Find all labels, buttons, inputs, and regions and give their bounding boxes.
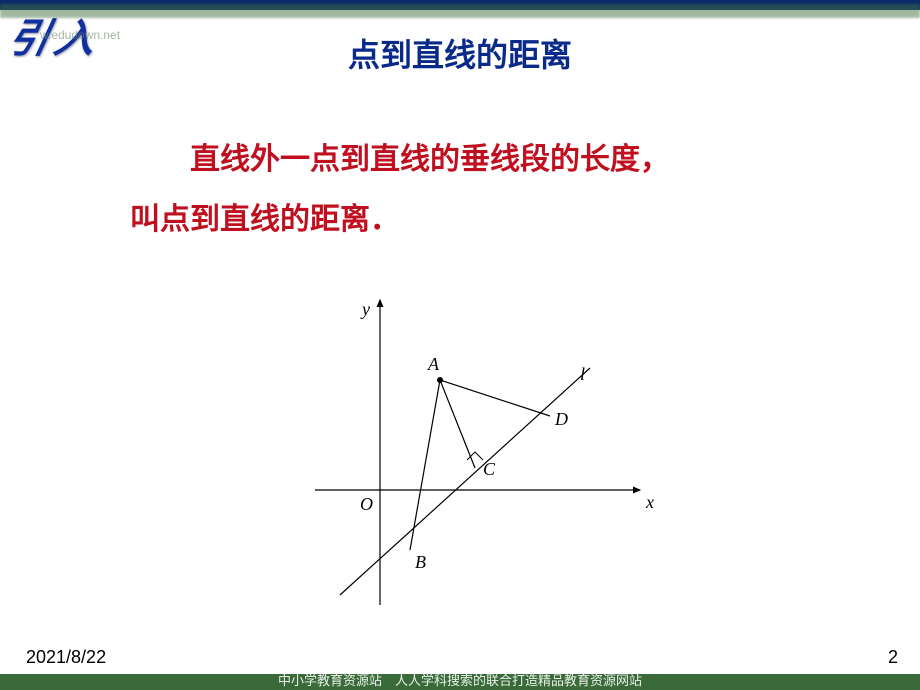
geometry-diagram: y x O A B C D l	[290, 290, 670, 620]
label-y: y	[360, 299, 370, 319]
top-blur	[0, 4, 920, 18]
segment-AB	[410, 380, 440, 550]
body-line-2: 叫点到直线的距离．	[130, 190, 820, 250]
segment-AD	[440, 380, 550, 416]
label-B: B	[415, 552, 426, 572]
slide-title: 点到直线的距离	[0, 30, 920, 76]
label-O: O	[360, 494, 373, 514]
segment-AC	[440, 380, 475, 468]
bottom-text: 中小学教育资源站 人人学科搜索的联合打造精品教育资源网站	[0, 674, 920, 690]
label-x: x	[645, 492, 654, 512]
label-D: D	[554, 409, 568, 429]
line-l	[340, 368, 590, 595]
label-C: C	[483, 459, 496, 479]
label-l: l	[580, 364, 585, 384]
label-A: A	[427, 354, 440, 374]
footer-date: 2021/8/22	[26, 647, 106, 668]
diagram-svg: y x O A B C D l	[290, 290, 670, 620]
body-line-1: 直线外一点到直线的垂线段的长度，	[130, 130, 820, 190]
slide: 引 入 w.edudown.net 点到直线的距离 直线外一点到直线的垂线段的长…	[0, 0, 920, 690]
page-number: 2	[888, 647, 898, 668]
body-text: 直线外一点到直线的垂线段的长度， 叫点到直线的距离．	[130, 130, 820, 250]
point-A-dot	[437, 377, 443, 383]
